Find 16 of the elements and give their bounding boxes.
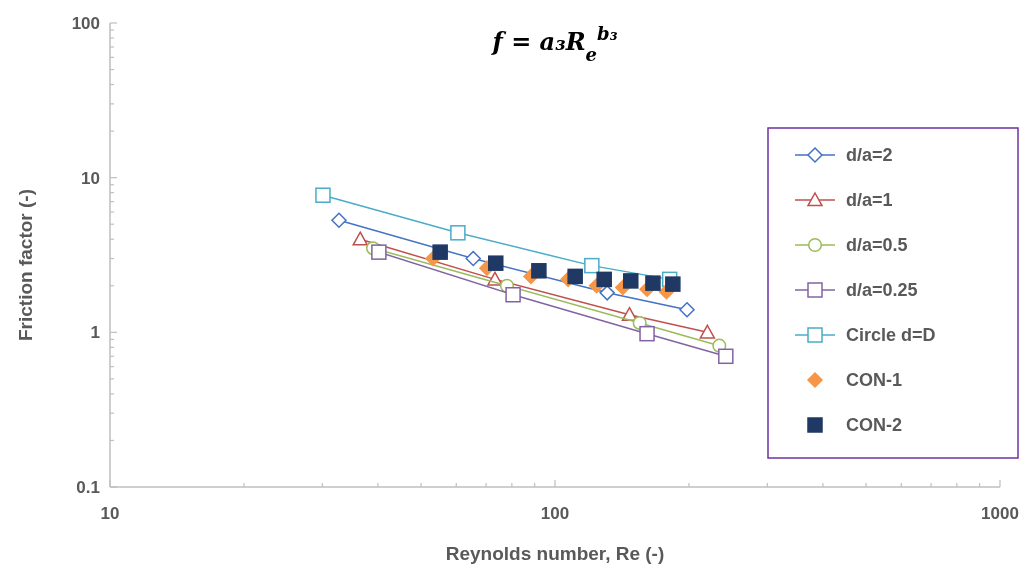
y-tick-label: 100 [71,13,100,33]
legend-label: Circle d=D [846,325,936,346]
y-axis-title: Friction factor (-) [15,189,36,341]
x-tick-label: 1000 [981,504,1019,523]
legend-label: d/a=2 [846,145,893,166]
x-tick-label: 10 [100,504,120,523]
x-tick-label: 100 [540,504,570,523]
y-tick-label: 0.1 [76,477,100,497]
y-tick-label: 10 [81,168,100,188]
y-tick-label: 1 [90,323,100,343]
legend-label: d/a=0.5 [846,235,908,256]
legend-label: d/a=0.25 [846,280,918,301]
legend-label: d/a=1 [846,190,893,211]
legend-label: CON-2 [846,415,903,436]
x-axis-title: Reynolds number, Re (-) [445,543,665,564]
legend-label: CON-1 [846,370,903,391]
